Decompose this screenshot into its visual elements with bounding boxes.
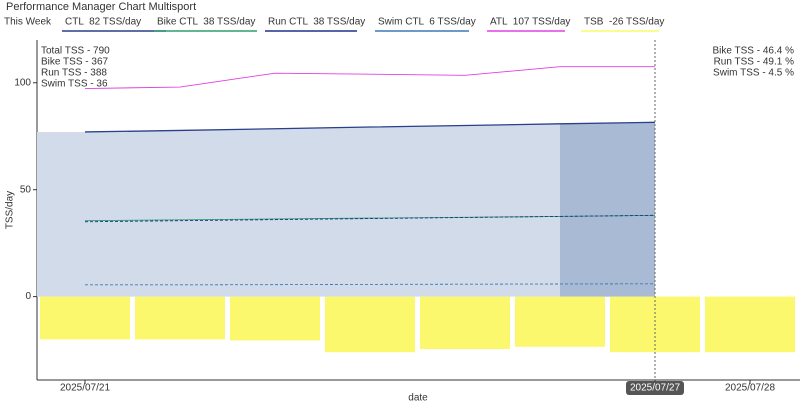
legend-label: TSB -26 TSS/day xyxy=(584,17,664,28)
legend-week: This Week xyxy=(4,17,52,28)
plot-layers xyxy=(37,66,795,353)
tsb-bar xyxy=(515,296,605,347)
week-area xyxy=(560,122,655,297)
series-line xyxy=(84,66,655,89)
annotation: Run TSS - 49.1 % xyxy=(714,57,795,68)
series-line xyxy=(85,283,656,286)
annotation: Swim TSS - 36 xyxy=(41,79,108,90)
tsb-bar xyxy=(705,296,795,353)
x-tick-highlight xyxy=(626,381,684,395)
tsb-bar xyxy=(325,296,415,353)
y-tick-label: 100 xyxy=(14,77,31,88)
chart-title: Performance Manager Chart Multisport xyxy=(6,1,196,13)
annotation: Swim TSS - 4.5 % xyxy=(713,68,794,79)
series-line xyxy=(84,121,656,133)
y-tick-label: 50 xyxy=(20,184,32,195)
tsb-bar xyxy=(420,296,510,349)
tsb-bar xyxy=(230,296,320,341)
x-tick-label: 2025/07/28 xyxy=(725,383,775,394)
y-tick-label: 0 xyxy=(25,291,31,302)
x-tick-label: 2025/07/27 xyxy=(630,383,680,394)
legend-label: CTL 82 TSS/day xyxy=(65,17,141,28)
legend-label: Run CTL 38 TSS/day xyxy=(268,17,365,28)
legend-label: Swim CTL 6 TSS/day xyxy=(378,17,476,28)
ctl-area xyxy=(37,122,655,297)
y-axis-label: TSS/day xyxy=(5,191,16,229)
annotation: Bike TSS - 367 xyxy=(41,57,109,68)
legend-label: Bike CTL 38 TSS/day xyxy=(157,17,255,28)
annotation: Run TSS - 388 xyxy=(41,68,107,79)
legend-label: ATL 107 TSS/day xyxy=(490,17,570,28)
x-axis-label: date xyxy=(408,393,428,404)
tsb-bar xyxy=(40,296,130,340)
series-line xyxy=(84,214,656,223)
tsb-bar xyxy=(135,296,225,340)
x-tick-label: 2025/07/21 xyxy=(60,383,110,394)
annotation: Total TSS - 790 xyxy=(41,46,110,57)
annotation: Bike TSS - 46.4 % xyxy=(712,46,794,57)
